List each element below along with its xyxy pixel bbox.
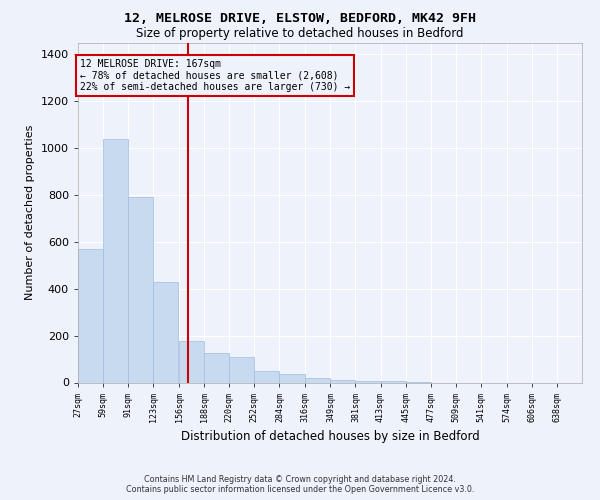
Bar [280,374,305,382]
Bar [331,380,355,382]
Bar [305,378,329,382]
Bar [128,198,153,382]
Bar [355,380,380,382]
Text: Size of property relative to detached houses in Bedford: Size of property relative to detached ho… [136,28,464,40]
Y-axis label: Number of detached properties: Number of detached properties [25,125,35,300]
X-axis label: Distribution of detached houses by size in Bedford: Distribution of detached houses by size … [181,430,479,443]
Bar [179,342,204,382]
Text: 12 MELROSE DRIVE: 167sqm
← 78% of detached houses are smaller (2,608)
22% of sem: 12 MELROSE DRIVE: 167sqm ← 78% of detach… [80,59,350,92]
Bar [204,353,229,382]
Bar [78,249,103,382]
Bar [229,356,254,382]
Bar [153,282,178,382]
Text: Contains HM Land Registry data © Crown copyright and database right 2024.
Contai: Contains HM Land Registry data © Crown c… [126,474,474,494]
Text: 12, MELROSE DRIVE, ELSTOW, BEDFORD, MK42 9FH: 12, MELROSE DRIVE, ELSTOW, BEDFORD, MK42… [124,12,476,26]
Bar [254,371,280,382]
Bar [103,138,128,382]
